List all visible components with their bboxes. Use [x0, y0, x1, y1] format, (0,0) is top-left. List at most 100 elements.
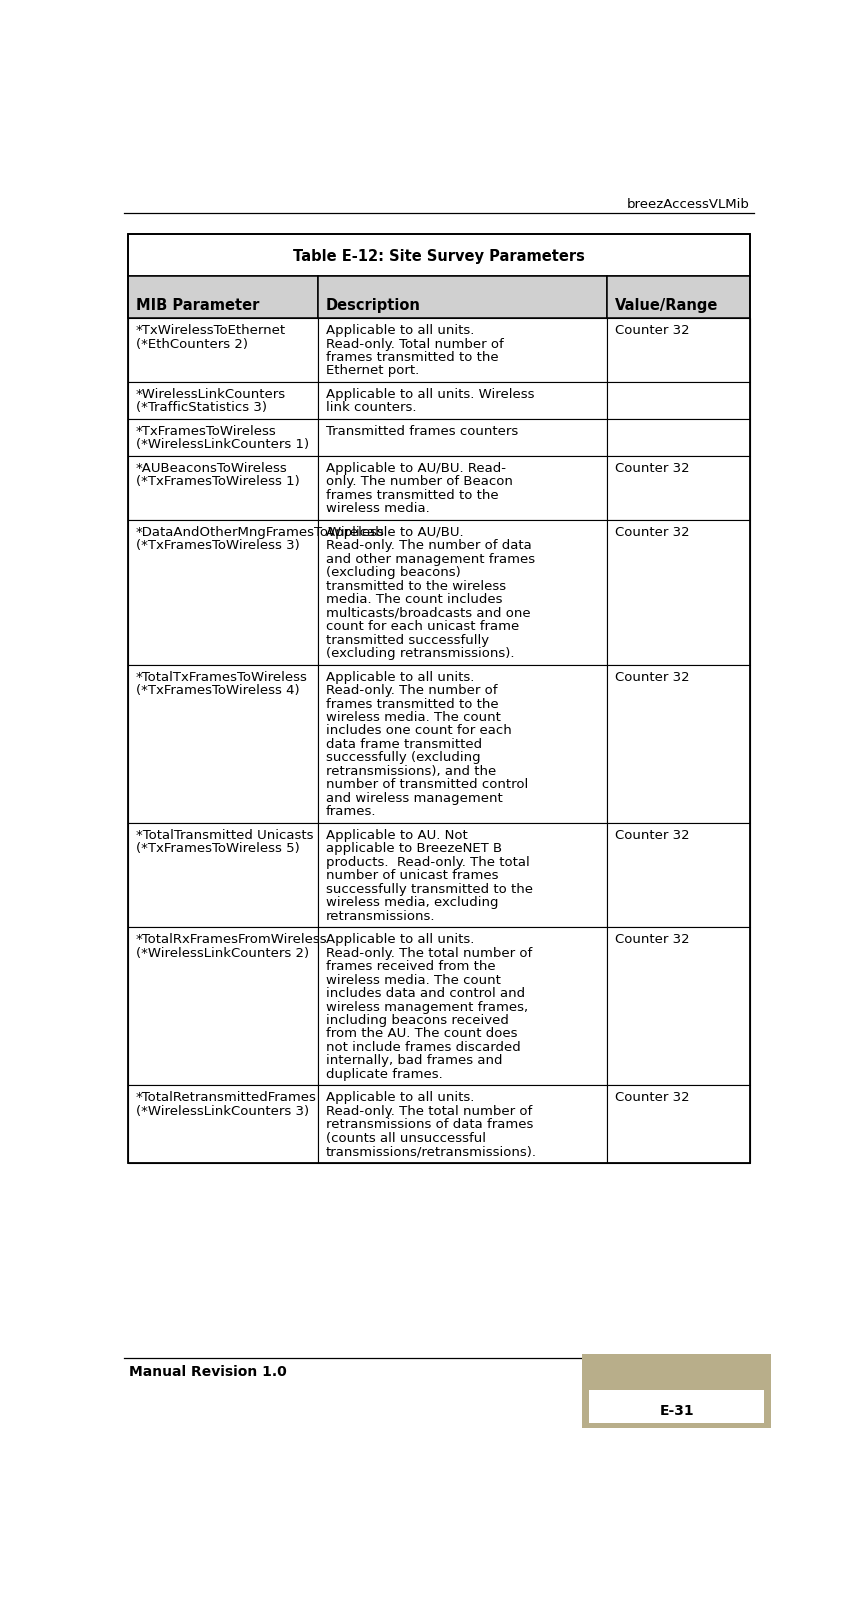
Text: (*WirelessLinkCounters 2): (*WirelessLinkCounters 2): [135, 945, 309, 960]
Text: *TxFramesToWireless: *TxFramesToWireless: [135, 425, 277, 438]
Bar: [318, 382, 608, 419]
Bar: [128, 382, 318, 419]
Bar: [608, 1085, 751, 1164]
Text: Read-only. The total number of: Read-only. The total number of: [326, 945, 532, 960]
Bar: [128, 234, 751, 278]
Text: link counters.: link counters.: [326, 401, 417, 414]
Text: not include frames discarded: not include frames discarded: [326, 1040, 520, 1053]
Text: and wireless management: and wireless management: [326, 791, 502, 804]
Bar: [318, 419, 608, 456]
Text: frames received from the: frames received from the: [326, 960, 495, 973]
Text: Applicable to all units. Wireless: Applicable to all units. Wireless: [326, 388, 534, 401]
Text: (excluding beacons): (excluding beacons): [326, 567, 460, 579]
Text: internally, bad frames and: internally, bad frames and: [326, 1054, 502, 1067]
Bar: [128, 234, 751, 1164]
Bar: [608, 319, 751, 382]
Text: transmissions/retransmissions).: transmissions/retransmissions).: [326, 1144, 536, 1157]
Text: number of unicast frames: number of unicast frames: [326, 868, 498, 881]
Text: (*TrafficStatistics 3): (*TrafficStatistics 3): [135, 401, 267, 414]
Text: frames transmitted to the: frames transmitted to the: [326, 697, 498, 709]
Text: (*TxFramesToWireless 4): (*TxFramesToWireless 4): [135, 684, 299, 697]
Text: Read-only. The number of data: Read-only. The number of data: [326, 539, 531, 552]
Text: (*EthCounters 2): (*EthCounters 2): [135, 337, 248, 350]
Text: Read-only. Total number of: Read-only. Total number of: [326, 337, 503, 350]
Text: retransmissions of data frames: retransmissions of data frames: [326, 1117, 533, 1130]
Bar: [582, 1355, 771, 1428]
Text: Counter 32: Counter 32: [615, 933, 690, 945]
Text: E-31: E-31: [659, 1403, 694, 1417]
Text: (*TxFramesToWireless 1): (*TxFramesToWireless 1): [135, 475, 300, 488]
Bar: [128, 456, 318, 520]
Bar: [589, 1390, 764, 1424]
Text: includes one count for each: includes one count for each: [326, 724, 512, 737]
Text: *AUBeaconsToWireless: *AUBeaconsToWireless: [135, 462, 288, 475]
Text: Applicable to all units.: Applicable to all units.: [326, 1091, 474, 1104]
Bar: [608, 456, 751, 520]
Bar: [128, 823, 318, 928]
Bar: [318, 456, 608, 520]
Text: data frame transmitted: data frame transmitted: [326, 737, 482, 751]
Text: count for each unicast frame: count for each unicast frame: [326, 620, 518, 632]
Bar: [318, 278, 608, 319]
Bar: [128, 319, 318, 382]
Text: products.  Read-only. The total: products. Read-only. The total: [326, 855, 530, 868]
Text: frames transmitted to the: frames transmitted to the: [326, 351, 498, 364]
Bar: [608, 419, 751, 456]
Text: includes data and control and: includes data and control and: [326, 987, 524, 1000]
Text: successfully (excluding: successfully (excluding: [326, 751, 480, 764]
Text: Counter 32: Counter 32: [615, 324, 690, 337]
Text: transmitted to the wireless: transmitted to the wireless: [326, 579, 506, 592]
Text: MIB Parameter: MIB Parameter: [135, 299, 259, 313]
Text: wireless media. The count: wireless media. The count: [326, 973, 500, 985]
Text: wireless media, excluding: wireless media, excluding: [326, 896, 498, 908]
Text: Applicable to all units.: Applicable to all units.: [326, 933, 474, 945]
Text: *TxWirelessToEthernet: *TxWirelessToEthernet: [135, 324, 286, 337]
Text: Read-only. The number of: Read-only. The number of: [326, 684, 497, 697]
Text: Counter 32: Counter 32: [615, 462, 690, 475]
Text: successfully transmitted to the: successfully transmitted to the: [326, 883, 532, 896]
Bar: [318, 1085, 608, 1164]
Text: (*TxFramesToWireless 5): (*TxFramesToWireless 5): [135, 841, 300, 855]
Text: *TotalTxFramesToWireless: *TotalTxFramesToWireless: [135, 671, 308, 684]
Text: *TotalRetransmittedFrames: *TotalRetransmittedFrames: [135, 1091, 317, 1104]
Text: frames transmitted to the: frames transmitted to the: [326, 488, 498, 501]
Text: wireless media. The count: wireless media. The count: [326, 711, 500, 724]
Bar: [608, 823, 751, 928]
Text: only. The number of Beacon: only. The number of Beacon: [326, 475, 512, 488]
Bar: [318, 520, 608, 664]
Text: wireless media.: wireless media.: [326, 502, 429, 515]
Text: Counter 32: Counter 32: [615, 671, 690, 684]
Bar: [608, 520, 751, 664]
Text: media. The count includes: media. The count includes: [326, 592, 502, 605]
Bar: [318, 823, 608, 928]
Text: Applicable to all units.: Applicable to all units.: [326, 671, 474, 684]
Bar: [128, 520, 318, 664]
Bar: [608, 382, 751, 419]
Text: Description: Description: [326, 299, 421, 313]
Text: and other management frames: and other management frames: [326, 552, 535, 565]
Bar: [128, 278, 318, 319]
Bar: [608, 928, 751, 1085]
Text: Read-only. The total number of: Read-only. The total number of: [326, 1104, 532, 1117]
Text: transmitted successfully: transmitted successfully: [326, 634, 488, 647]
Bar: [318, 319, 608, 382]
Text: *TotalTransmitted Unicasts: *TotalTransmitted Unicasts: [135, 828, 314, 841]
Bar: [318, 664, 608, 823]
Text: Applicable to AU. Not: Applicable to AU. Not: [326, 828, 467, 841]
Text: (counts all unsuccessful: (counts all unsuccessful: [326, 1132, 486, 1144]
Text: multicasts/broadcasts and one: multicasts/broadcasts and one: [326, 607, 530, 620]
Text: Ethernet port.: Ethernet port.: [326, 364, 419, 377]
Text: from the AU. The count does: from the AU. The count does: [326, 1027, 517, 1040]
Text: Applicable to AU/BU.: Applicable to AU/BU.: [326, 525, 464, 538]
Text: Table E-12: Site Survey Parameters: Table E-12: Site Survey Parameters: [293, 249, 585, 263]
Bar: [608, 664, 751, 823]
Text: Counter 32: Counter 32: [615, 828, 690, 841]
Bar: [128, 664, 318, 823]
Text: Applicable to all units.: Applicable to all units.: [326, 324, 474, 337]
Text: duplicate frames.: duplicate frames.: [326, 1067, 442, 1080]
Text: Applicable to AU/BU. Read-: Applicable to AU/BU. Read-: [326, 462, 506, 475]
Bar: [128, 928, 318, 1085]
Text: breezAccessVLMib: breezAccessVLMib: [626, 197, 750, 210]
Text: *TotalRxFramesFromWireless: *TotalRxFramesFromWireless: [135, 933, 327, 945]
Text: Transmitted frames counters: Transmitted frames counters: [326, 425, 518, 438]
